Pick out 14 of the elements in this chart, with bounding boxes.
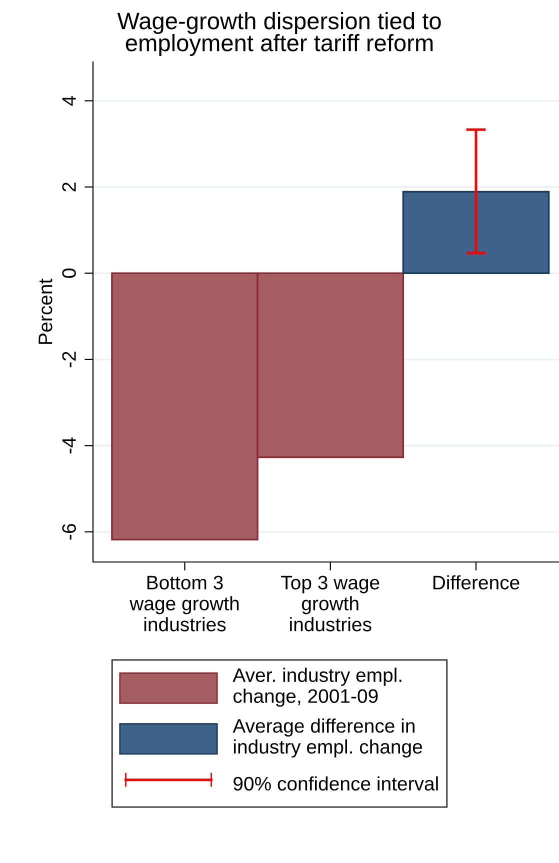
y-axis-title: Percent (38, 278, 52, 344)
x-tick-label: Top 3 wage growth industries (281, 576, 380, 632)
y-tick-label: -6 (62, 524, 76, 540)
y-tick-label: 4 (62, 96, 76, 106)
x-tick-label: Difference (433, 575, 520, 590)
legend-label: Aver. industry empl. change, 2001-09 (232, 668, 402, 707)
y-tick-label: -2 (62, 352, 76, 368)
chart-title: Wage-growth dispersion tied to employment after tariff reform (117, 12, 441, 56)
y-tick-label: 0 (62, 268, 76, 278)
y-tick-label: -4 (62, 438, 76, 454)
text: 90% confidence interval (234, 776, 438, 791)
y-tick-label: 2 (62, 182, 76, 192)
legend-label: Average difference in industry empl. change (232, 718, 422, 758)
x-tick-label: Bottom 3 wage growth industries (130, 576, 239, 632)
